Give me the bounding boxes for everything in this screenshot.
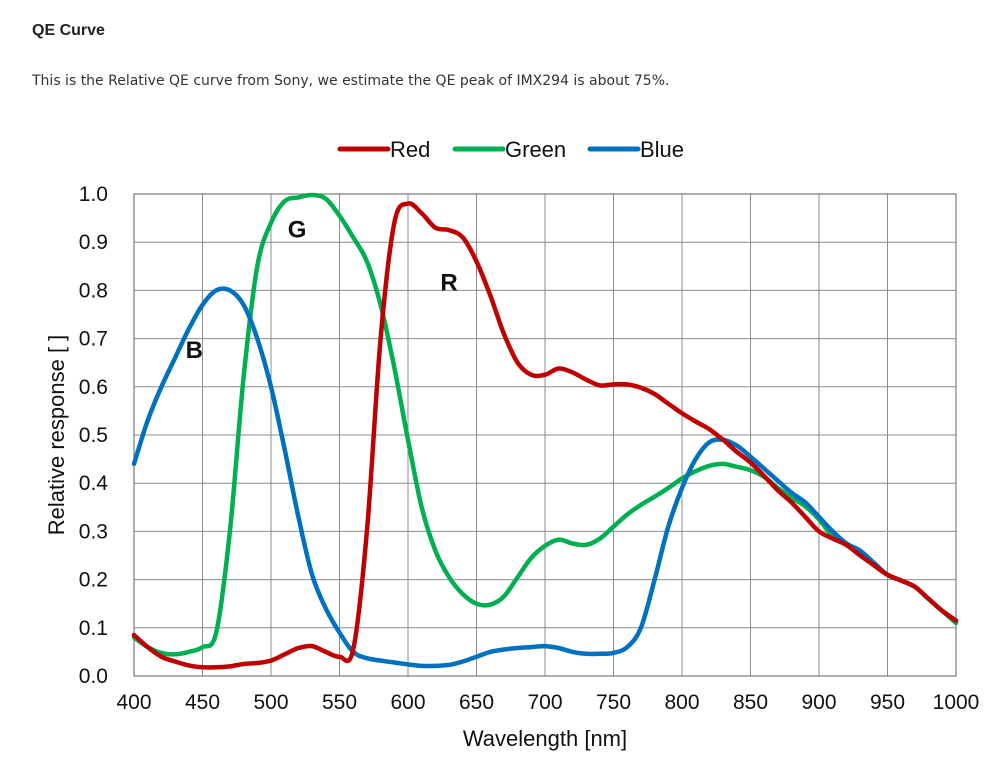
x-tick-label: 800 [664, 691, 699, 714]
section-heading: QE Curve [32, 22, 105, 39]
y-tick-label: 0.7 [79, 328, 108, 351]
section-description: This is the Relative QE curve from Sony,… [32, 73, 670, 89]
y-tick-label: 0.1 [79, 617, 108, 640]
x-tick-label: 400 [116, 691, 151, 714]
x-tick-label: 900 [801, 691, 836, 714]
x-tick-label: 700 [527, 691, 562, 714]
x-axis-label: Wavelength [nm] [463, 726, 627, 751]
series-line-blue [131, 286, 959, 669]
y-tick-label: 0.8 [79, 279, 108, 302]
chart-tick-labels: 400 450 500 550 600 650 700 750 800 850 900 950 1000… [79, 183, 980, 714]
x-tick-label: 550 [322, 691, 357, 714]
y-tick-label: 0.9 [79, 231, 108, 254]
y-tick-label: 0.0 [79, 665, 108, 688]
chart-series [131, 192, 959, 670]
x-tick-label: 950 [870, 691, 905, 714]
x-tick-label: 1000 [933, 691, 980, 714]
legend-label-green: Green [505, 137, 566, 162]
curve-annotation-g: G [288, 216, 307, 243]
x-tick-label: 750 [596, 691, 631, 714]
y-tick-label: 0.4 [79, 472, 109, 495]
y-tick-label: 1.0 [79, 183, 108, 206]
chart-annotations: B G R [186, 216, 458, 364]
y-tick-label: 0.3 [79, 520, 108, 543]
y-axis-label: Relative response [ ] [44, 335, 69, 536]
x-tick-label: 850 [733, 691, 768, 714]
series-line-red [131, 201, 959, 670]
chart-legend: Red Green Blue [337, 137, 684, 162]
y-tick-label: 0.5 [79, 424, 108, 447]
legend-label-red: Red [390, 137, 430, 162]
curve-annotation-b: B [186, 337, 203, 364]
x-tick-label: 500 [253, 691, 288, 714]
chart-gridlines [133, 193, 957, 677]
x-tick-label: 600 [390, 691, 425, 714]
plot-frame [133, 193, 957, 677]
x-tick-label: 650 [459, 691, 494, 714]
curve-annotation-r: R [440, 269, 457, 296]
y-tick-label: 0.6 [79, 376, 108, 399]
legend-label-blue: Blue [640, 137, 684, 162]
y-tick-label: 0.2 [79, 569, 108, 592]
x-tick-label: 450 [185, 691, 220, 714]
